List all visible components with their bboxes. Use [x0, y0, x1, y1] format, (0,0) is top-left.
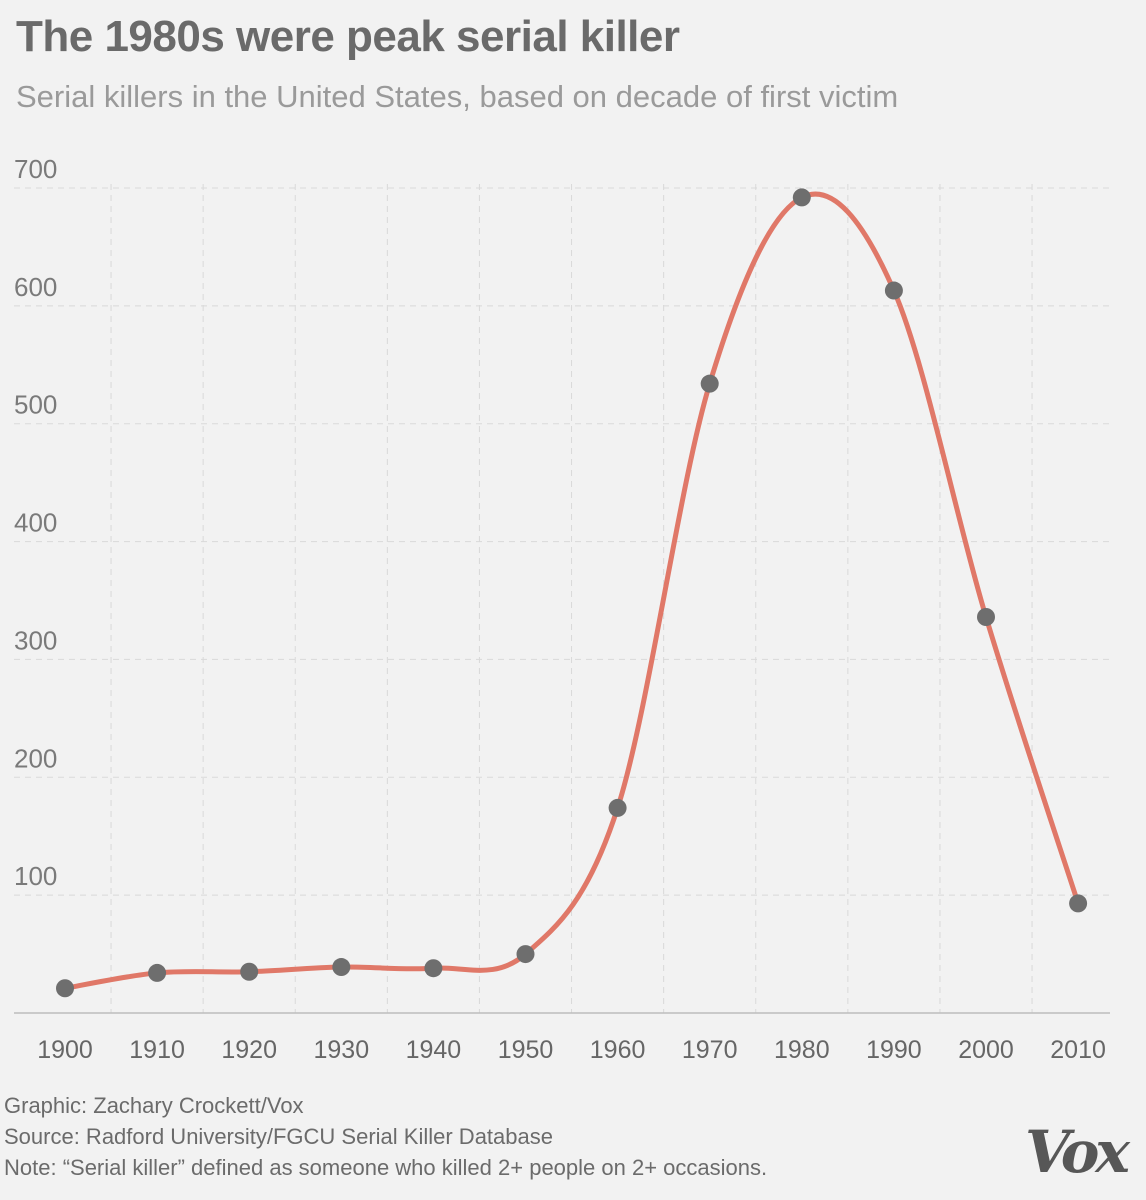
data-point-1960: [608, 798, 627, 817]
x-tick-label-1940: 1940: [406, 1036, 462, 1064]
chart-title: The 1980s were peak serial killer: [16, 12, 680, 61]
data-point-1970: [700, 374, 719, 393]
x-tick-label-1950: 1950: [498, 1036, 554, 1064]
footer-source: Source: Radford University/FGCU Serial K…: [4, 1124, 553, 1149]
footer-note: Note: “Serial killer” defined as someone…: [4, 1155, 768, 1180]
data-point-1990: [884, 281, 903, 300]
data-point-1980: [792, 188, 811, 207]
y-tick-label-600: 600: [14, 272, 57, 302]
data-point-1900: [56, 979, 74, 998]
data-point-1940: [424, 959, 443, 978]
y-tick-label-100: 100: [14, 861, 57, 891]
series-line: [62, 191, 1081, 991]
x-tick-label-2010: 2010: [1050, 1036, 1106, 1064]
y-tick-label-300: 300: [14, 625, 57, 655]
x-tick-label-1920: 1920: [221, 1036, 277, 1064]
x-tick-label-1980: 1980: [774, 1036, 830, 1064]
data-point-1910: [148, 963, 167, 982]
data-point-1930: [332, 958, 351, 977]
y-tick-label-700: 700: [14, 154, 57, 184]
x-tick-label-1910: 1910: [129, 1036, 185, 1064]
x-tick-label-1970: 1970: [682, 1036, 738, 1064]
footer-credit: Graphic: Zachary Crockett/Vox: [4, 1093, 304, 1118]
x-tick-label-2000: 2000: [958, 1036, 1014, 1064]
line-chart: 100 200 300 400 500 600 700 1900 1910 1920 1930 194…: [14, 154, 1110, 1064]
data-point-2010: [1069, 894, 1088, 913]
x-tick-label-1930: 1930: [313, 1036, 369, 1064]
data-point-2000: [977, 608, 995, 626]
x-tick-label-1990: 1990: [866, 1036, 922, 1064]
y-tick-label-200: 200: [14, 743, 57, 773]
y-tick-label-500: 500: [14, 390, 57, 420]
data-point-1950: [516, 945, 535, 964]
vox-logo: Vox: [1025, 1118, 1130, 1186]
data-point-1920: [240, 962, 259, 981]
x-tick-label-1960: 1960: [590, 1036, 646, 1064]
chart-subtitle: Serial killers in the United States, bas…: [16, 79, 899, 114]
x-tick-label-1900: 1900: [37, 1036, 93, 1064]
y-tick-label-400: 400: [14, 508, 57, 538]
